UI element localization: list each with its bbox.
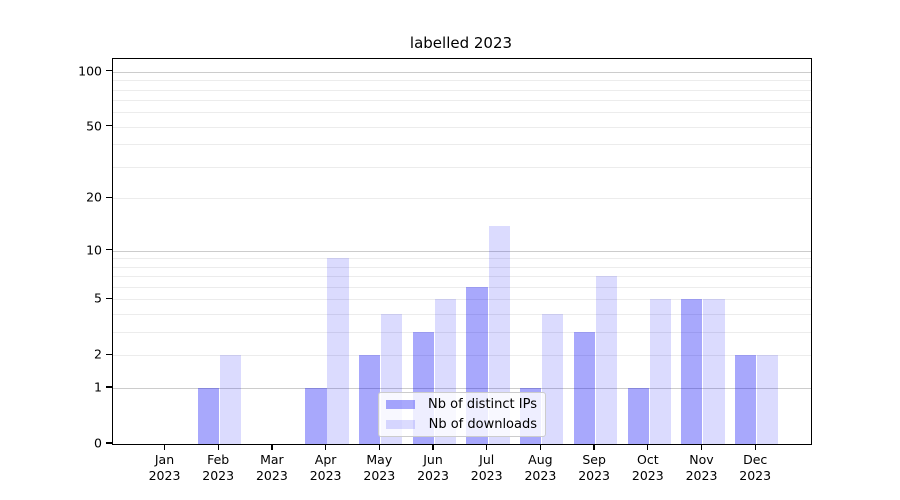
x-tick-mark bbox=[700, 444, 703, 450]
minor-gridline bbox=[113, 299, 811, 301]
minor-gridline bbox=[113, 332, 811, 334]
y-tick-mark bbox=[106, 353, 112, 356]
y-tick-mark bbox=[106, 386, 112, 388]
bar-nb-of-downloads-nov bbox=[703, 299, 725, 444]
y-tick-label: 50 bbox=[86, 118, 102, 134]
y-tick-mark bbox=[106, 125, 112, 127]
y-tick-label: 2 bbox=[94, 346, 102, 362]
bar-nb-of-downloads-apr bbox=[327, 258, 349, 444]
legend-item-downloads: Nb of downloads bbox=[386, 417, 537, 434]
minor-gridline bbox=[113, 266, 811, 268]
x-tick-label: Mar 2023 bbox=[255, 452, 288, 483]
x-tick-mark bbox=[378, 444, 380, 450]
x-tick-label: Dec 2023 bbox=[739, 452, 772, 483]
minor-gridline bbox=[113, 314, 811, 316]
legend-label-downloads: Nb of downloads bbox=[428, 417, 537, 433]
legend-swatch-downloads bbox=[386, 420, 415, 430]
major-gridline bbox=[113, 71, 811, 73]
x-tick-mark bbox=[324, 444, 327, 450]
bar-nb-of-distinct-ips-oct bbox=[627, 388, 649, 444]
x-tick-mark bbox=[163, 444, 166, 450]
major-gridline bbox=[113, 250, 811, 252]
y-tick-mark bbox=[106, 248, 112, 251]
y-tick-label: 0 bbox=[94, 435, 102, 451]
x-tick-mark bbox=[271, 444, 273, 450]
x-tick-label: Jul 2023 bbox=[470, 452, 503, 483]
y-tick-mark bbox=[106, 442, 112, 444]
bar-nb-of-distinct-ips-may bbox=[359, 355, 381, 444]
x-tick-mark bbox=[486, 444, 488, 450]
y-tick-mark bbox=[106, 297, 112, 300]
x-tick-label: Feb 2023 bbox=[202, 452, 235, 483]
x-tick-mark bbox=[647, 444, 649, 450]
x-tick-mark bbox=[432, 444, 434, 450]
bar-nb-of-downloads-jul bbox=[488, 225, 510, 444]
x-tick-label: Oct 2023 bbox=[631, 452, 664, 483]
minor-gridline bbox=[113, 89, 811, 91]
minor-gridline bbox=[113, 276, 811, 278]
y-tick-mark bbox=[106, 70, 112, 72]
bar-nb-of-downloads-sep bbox=[595, 276, 618, 444]
minor-gridline bbox=[113, 166, 811, 168]
minor-gridline bbox=[113, 287, 811, 289]
bar-nb-of-downloads-oct bbox=[649, 299, 671, 444]
y-tick-mark bbox=[106, 196, 112, 199]
bar-nb-of-distinct-ips-sep bbox=[573, 332, 596, 444]
bar-nb-of-distinct-ips-dec bbox=[734, 355, 757, 444]
legend-label-distinct-ips: Nb of distinct IPs bbox=[428, 396, 537, 412]
x-tick-mark bbox=[217, 444, 219, 450]
minor-gridline bbox=[113, 80, 811, 82]
minor-gridline bbox=[113, 355, 811, 357]
legend-swatch-distinct-ips bbox=[386, 399, 415, 409]
minor-gridline bbox=[113, 112, 811, 114]
bar-nb-of-distinct-ips-nov bbox=[681, 299, 703, 444]
x-tick-label: Sep 2023 bbox=[578, 452, 610, 483]
x-tick-label: Nov 2023 bbox=[685, 452, 718, 483]
x-tick-label: Aug 2023 bbox=[524, 452, 557, 483]
chart-title: labelled 2023 bbox=[409, 34, 513, 52]
x-tick-mark bbox=[593, 444, 595, 450]
y-tick-label: 20 bbox=[86, 189, 102, 205]
x-tick-label: Apr 2023 bbox=[309, 452, 342, 483]
y-tick-label: 1 bbox=[94, 379, 102, 395]
minor-gridline bbox=[113, 126, 811, 128]
legend-item-distinct-ips: Nb of distinct IPs bbox=[386, 396, 537, 413]
legend: Nb of distinct IPs Nb of downloads bbox=[378, 392, 546, 437]
x-tick-label: May 2023 bbox=[363, 452, 396, 483]
bar-nb-of-distinct-ips-apr bbox=[305, 388, 327, 444]
minor-gridline bbox=[113, 198, 811, 200]
x-tick-label: Jun 2023 bbox=[417, 452, 449, 483]
x-tick-mark bbox=[754, 444, 756, 450]
plot-area bbox=[112, 58, 812, 445]
y-tick-label: 5 bbox=[94, 290, 102, 306]
bar-nb-of-downloads-dec bbox=[757, 355, 779, 444]
minor-gridline bbox=[113, 144, 811, 146]
x-tick-label: Jan 2023 bbox=[148, 452, 181, 483]
bar-nb-of-distinct-ips-feb bbox=[197, 388, 220, 444]
y-tick-label: 10 bbox=[86, 242, 102, 258]
minor-gridline bbox=[113, 258, 811, 260]
y-tick-label: 100 bbox=[78, 63, 102, 79]
bar-nb-of-downloads-feb bbox=[220, 355, 242, 444]
bar-nb-of-downloads-aug bbox=[542, 314, 564, 444]
x-tick-mark bbox=[539, 444, 542, 450]
major-gridline bbox=[113, 388, 811, 390]
minor-gridline bbox=[113, 100, 811, 102]
